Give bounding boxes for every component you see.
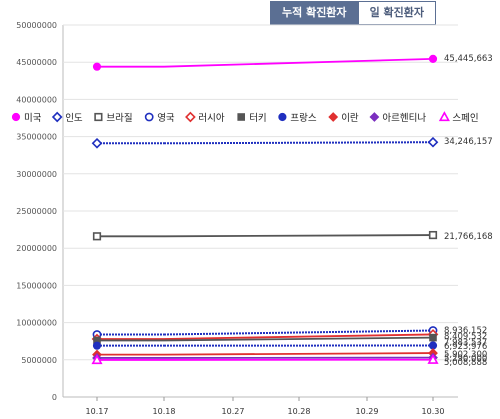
- y-tick-label: 30000000: [16, 170, 57, 179]
- data-label: 8,936,152: [444, 326, 487, 336]
- legend-marker: [237, 113, 245, 121]
- legend-marker: [278, 112, 287, 122]
- data-point: [429, 333, 437, 342]
- x-tick-label: 10.29: [356, 407, 379, 416]
- data-label: 8,409,532: [444, 332, 487, 342]
- legend-label: 영국: [157, 113, 175, 124]
- series-line-4: [163, 329, 434, 336]
- data-label: 7,983,537: [444, 338, 487, 348]
- y-tick-label: 35000000: [16, 133, 57, 142]
- x-tick-label: 10.30: [422, 407, 445, 416]
- data-point: [428, 230, 438, 240]
- series-line-2: [163, 141, 434, 145]
- y-tick-label: 5000000: [21, 356, 57, 365]
- data-point: [91, 354, 103, 365]
- tab-group: 누적 확진환자 일 확진환자: [270, 1, 436, 25]
- legend-marker: [144, 112, 154, 122]
- legend-label: 러시아: [198, 113, 224, 124]
- data-label: 45,445,663: [444, 54, 493, 64]
- legend-label: 인도: [65, 113, 83, 124]
- x-tick-label: 10.28: [288, 407, 311, 416]
- series-line-8: [163, 352, 434, 356]
- legend-label: 아르헨티나: [382, 112, 426, 124]
- data-point: [428, 341, 438, 350]
- legend-marker: [185, 111, 196, 123]
- legend-label: 스페인: [452, 113, 478, 124]
- legend-label: 프랑스: [290, 112, 316, 124]
- y-tick-label: 20000000: [16, 244, 57, 253]
- y-tick-label: 0: [52, 393, 57, 402]
- series-line-6: [163, 336, 434, 342]
- y-tick-label: 15000000: [16, 281, 57, 290]
- data-point: [427, 136, 439, 148]
- data-label: 6,923,976: [444, 342, 487, 352]
- legend-label: 이란: [341, 112, 359, 124]
- data-label: 5,008,888: [444, 358, 487, 368]
- data-label: 34,246,157: [444, 137, 493, 147]
- x-tick-label: 10.27: [222, 407, 245, 416]
- x-tick-label: 10.18: [153, 407, 176, 416]
- series-line-3: [163, 234, 434, 238]
- legend-label: 미국: [24, 113, 42, 124]
- series-line-1: [163, 57, 434, 68]
- series-line-5: [163, 333, 434, 340]
- legend-marker: [51, 111, 63, 123]
- x-tick-label: 10.17: [86, 407, 109, 416]
- data-label: 5,290,000: [444, 354, 487, 364]
- data-point: [92, 62, 102, 71]
- data-point: [92, 232, 102, 241]
- legend-marker: [438, 111, 450, 122]
- y-tick-label: 40000000: [16, 95, 57, 104]
- legend-marker: [369, 112, 380, 122]
- data-label: 21,766,168: [444, 232, 493, 242]
- legend-label: 브라질: [106, 112, 132, 124]
- tab-cumulative-cases[interactable]: 누적 확진환자: [270, 1, 359, 25]
- legend-label: 터키: [249, 113, 266, 124]
- legend-marker: [94, 112, 103, 122]
- y-tick-label: 50000000: [16, 21, 57, 30]
- data-point: [91, 137, 103, 149]
- legend-marker: [11, 112, 21, 122]
- data-point: [427, 353, 439, 364]
- y-tick-label: 10000000: [16, 319, 57, 328]
- data-label: 5,902,300: [444, 350, 487, 360]
- y-tick-label: 45000000: [16, 58, 57, 67]
- legend-marker: [328, 112, 339, 122]
- y-tick-label: 25000000: [16, 207, 57, 216]
- data-point: [428, 54, 438, 63]
- data-point: [92, 341, 102, 350]
